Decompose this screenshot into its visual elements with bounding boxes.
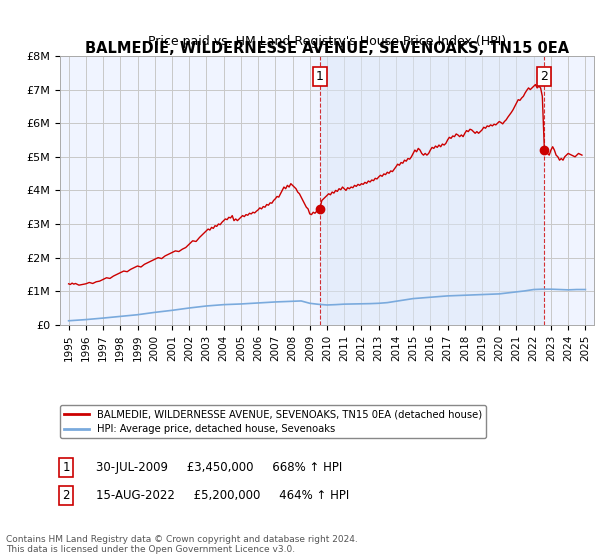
Text: 1: 1 <box>62 461 70 474</box>
Title: BALMEDIE, WILDERNESSE AVENUE, SEVENOAKS, TN15 0EA: BALMEDIE, WILDERNESSE AVENUE, SEVENOAKS,… <box>85 41 569 56</box>
Text: 1: 1 <box>316 69 324 83</box>
Bar <box>320 56 544 325</box>
Text: 30-JUL-2009     £3,450,000     668% ↑ HPI: 30-JUL-2009 £3,450,000 668% ↑ HPI <box>96 461 342 474</box>
Text: 2: 2 <box>62 489 70 502</box>
Text: Price paid vs. HM Land Registry's House Price Index (HPI): Price paid vs. HM Land Registry's House … <box>148 35 506 48</box>
Text: 2: 2 <box>541 69 548 83</box>
Text: Contains HM Land Registry data © Crown copyright and database right 2024.
This d: Contains HM Land Registry data © Crown c… <box>6 535 358 554</box>
Legend: BALMEDIE, WILDERNESSE AVENUE, SEVENOAKS, TN15 0EA (detached house), HPI: Average: BALMEDIE, WILDERNESSE AVENUE, SEVENOAKS,… <box>60 405 486 438</box>
Text: 15-AUG-2022     £5,200,000     464% ↑ HPI: 15-AUG-2022 £5,200,000 464% ↑ HPI <box>96 489 349 502</box>
